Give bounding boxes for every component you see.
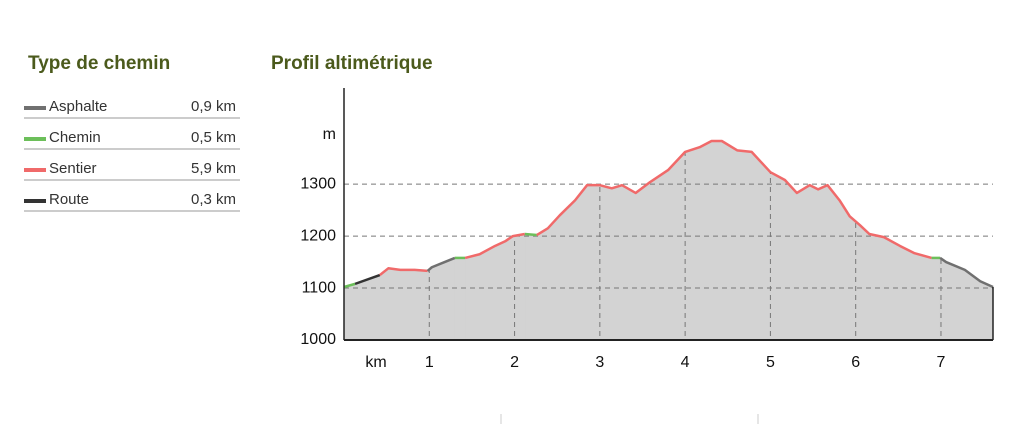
x-tick-label: 4 bbox=[681, 354, 690, 371]
profile-line bbox=[354, 273, 381, 286]
profile-line bbox=[536, 139, 932, 260]
area bbox=[454, 257, 466, 341]
y-tick-label: 1300 bbox=[300, 175, 336, 192]
profile-line bbox=[379, 267, 428, 277]
profile-line bbox=[464, 232, 526, 260]
profile-line bbox=[343, 282, 356, 289]
x-axis-label: km bbox=[365, 354, 386, 371]
plot: 1 2 3 4 5 6 7 1000 1100 1200 1300 km m bbox=[300, 88, 994, 371]
y-axis-label: m bbox=[323, 126, 336, 143]
legend-name: Chemin bbox=[49, 129, 101, 146]
area bbox=[379, 267, 429, 341]
legend: Asphalte 0,9 km Chemin 0,5 km Sentier 5,9 km R… bbox=[24, 98, 240, 212]
x-tick-label: 6 bbox=[851, 354, 860, 371]
chart-title: Profil altimétrique bbox=[271, 53, 433, 74]
legend-length: 5,9 km bbox=[191, 160, 236, 177]
area bbox=[343, 283, 356, 341]
legend-name: Sentier bbox=[49, 160, 97, 177]
x-tick-label: 5 bbox=[766, 354, 775, 371]
profile-line bbox=[524, 232, 537, 237]
area bbox=[931, 257, 941, 341]
area bbox=[524, 233, 538, 341]
x-tick-label: 2 bbox=[510, 354, 519, 371]
area bbox=[354, 274, 381, 341]
area bbox=[464, 233, 526, 341]
x-tick-label: 3 bbox=[595, 354, 604, 371]
legend-name: Route bbox=[49, 191, 89, 208]
profile-line bbox=[939, 256, 994, 289]
legend-length: 0,9 km bbox=[191, 98, 236, 115]
y-tick-label: 1200 bbox=[300, 227, 336, 244]
x-tick-label: 7 bbox=[937, 354, 946, 371]
x-tick-label: 1 bbox=[425, 354, 434, 371]
area bbox=[427, 257, 456, 341]
y-tick-label: 1100 bbox=[302, 279, 337, 296]
y-tick-label: 1000 bbox=[300, 331, 336, 348]
legend-name: Asphalte bbox=[49, 98, 107, 115]
profile-line bbox=[426, 256, 456, 272]
legend-length: 0,3 km bbox=[191, 191, 236, 208]
area bbox=[536, 140, 933, 341]
legend-length: 0,5 km bbox=[191, 129, 236, 146]
legend-title: Type de chemin bbox=[28, 53, 170, 74]
